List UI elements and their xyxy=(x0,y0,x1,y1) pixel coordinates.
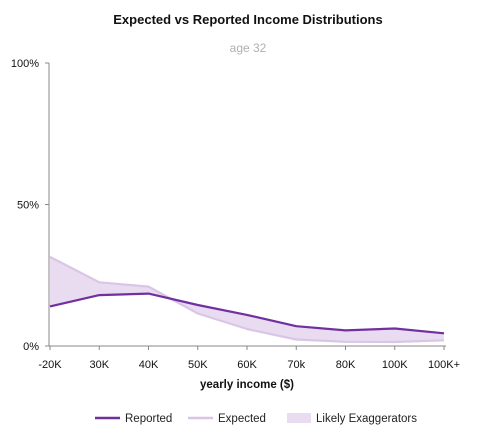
x-tick-label: 70k xyxy=(287,359,305,371)
x-tick-label: 50K xyxy=(188,359,208,371)
area-likely-exaggerators xyxy=(50,256,444,342)
x-tick-label: 40K xyxy=(139,359,159,371)
y-tick-label: 0% xyxy=(23,341,39,353)
x-tick-label: 100K xyxy=(382,359,408,371)
y-tick-label: 50% xyxy=(17,200,39,212)
legend-label-area: Likely Exaggerators xyxy=(316,413,417,425)
x-tick-label: 80K xyxy=(336,359,356,371)
x-tick-label: -20K xyxy=(38,359,62,371)
plot-area xyxy=(49,255,445,344)
chart-subtitle: age 32 xyxy=(230,41,267,55)
x-tick-label: 100K+ xyxy=(428,359,460,371)
x-axis-ticks: -20K 30K 40K 50K 60K 70k 80K 100K 100K+ xyxy=(38,346,460,371)
x-tick-label: 60K xyxy=(237,359,257,371)
chart-title: Expected vs Reported Income Distribution… xyxy=(113,12,382,27)
x-tick-label: 30K xyxy=(89,359,109,371)
y-tick-label: 100% xyxy=(11,58,39,70)
legend-label-reported: Reported xyxy=(125,413,172,425)
legend-label-expected: Expected xyxy=(218,413,266,425)
legend-swatch-area xyxy=(287,413,311,423)
legend: Reported Expected Likely Exaggerators xyxy=(95,413,417,425)
x-axis-title: yearly income ($) xyxy=(200,379,294,391)
y-axis-ticks: 0% 50% 100% xyxy=(11,58,49,353)
